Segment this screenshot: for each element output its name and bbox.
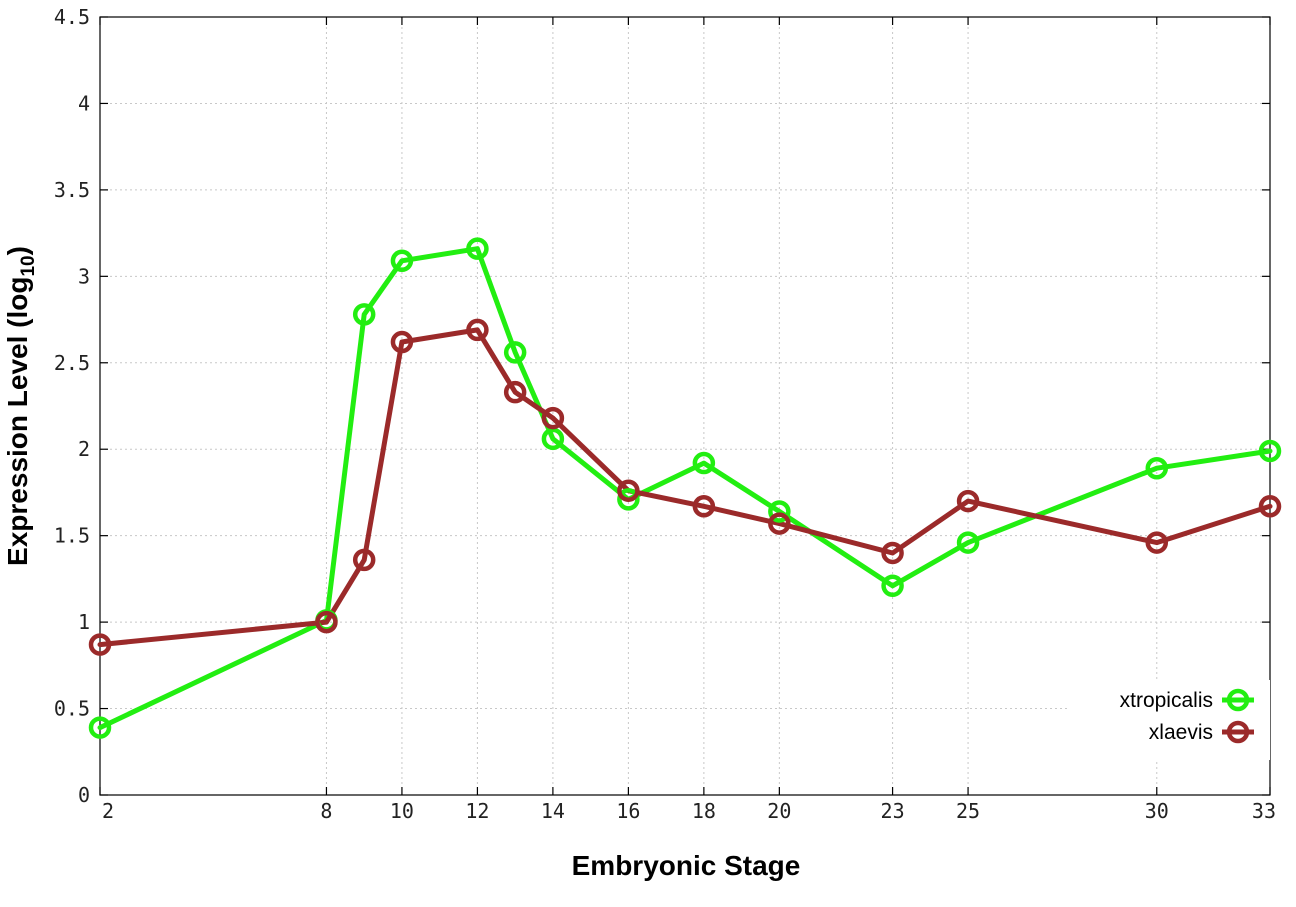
y-tick-label: 2 bbox=[78, 437, 90, 461]
x-tick-label: 16 bbox=[616, 799, 640, 823]
data-point-xtropicalis bbox=[1258, 439, 1282, 463]
data-point-xlaevis bbox=[1145, 531, 1169, 554]
data-point-xlaevis bbox=[466, 318, 489, 342]
data-point-xlaevis bbox=[617, 479, 640, 502]
legend-label-xlaevis: xlaevis bbox=[1149, 721, 1213, 744]
x-tick-label: 18 bbox=[692, 799, 716, 823]
grid-layer bbox=[100, 17, 1270, 795]
series-line-xlaevis bbox=[97, 327, 1273, 648]
data-point-xtropicalis bbox=[1145, 456, 1169, 480]
y-tick-label: 0 bbox=[78, 783, 90, 807]
data-point-xlaevis bbox=[541, 406, 565, 430]
data-point-xlaevis bbox=[315, 610, 338, 634]
data-point-xlaevis bbox=[692, 495, 716, 518]
y-tick-label: 0.5 bbox=[54, 697, 90, 721]
plot-frame bbox=[99, 16, 1271, 796]
y-axis-title: Expression Level (log10) bbox=[2, 246, 39, 566]
data-point-xlaevis bbox=[352, 548, 376, 572]
x-tick-label: 14 bbox=[541, 799, 565, 823]
y-tick-label: 4.5 bbox=[54, 5, 90, 29]
data-point-xlaevis bbox=[881, 541, 904, 565]
data-point-xtropicalis bbox=[88, 716, 112, 739]
data-point-xtropicalis bbox=[466, 237, 489, 260]
x-tick-label: 20 bbox=[767, 799, 791, 823]
legend-label-xtropicalis: xtropicalis bbox=[1120, 689, 1213, 712]
x-tick-label: 33 bbox=[1252, 799, 1276, 823]
y-axis-title-close: ) bbox=[2, 246, 33, 255]
data-point-xlaevis bbox=[768, 512, 791, 535]
y-tick-label: 3.5 bbox=[54, 178, 90, 202]
data-point-xlaevis bbox=[88, 633, 112, 656]
data-point-xtropicalis bbox=[352, 303, 376, 326]
tick-layer: 0 0.5 1 1.5 2 2.5 3 3.5 4 4.5 2 8 10 12 14 16 18 20 23 25 30… bbox=[54, 5, 1276, 823]
data-point-xtropicalis bbox=[692, 451, 716, 475]
data-point-xlaevis bbox=[503, 380, 527, 404]
legend: xtropicalis xlaevis bbox=[1070, 680, 1270, 760]
data-point-xlaevis bbox=[1258, 495, 1282, 518]
y-tick-label: 1 bbox=[78, 610, 90, 634]
y-axis-title-subscript: 10 bbox=[18, 255, 39, 276]
x-tick-label: 2 bbox=[102, 799, 114, 823]
x-tick-label: 25 bbox=[956, 799, 980, 823]
legend-swatch-marker-xlaevis bbox=[1226, 720, 1250, 744]
data-point-xtropicalis bbox=[390, 249, 414, 273]
data-point-xtropicalis bbox=[503, 341, 527, 364]
series-line-xtropicalis bbox=[97, 246, 1273, 731]
data-point-xtropicalis bbox=[881, 574, 904, 598]
data-point-xlaevis bbox=[956, 489, 980, 513]
data-point-xtropicalis bbox=[541, 427, 565, 451]
y-tick-label: 3 bbox=[78, 264, 90, 288]
data-point-xlaevis bbox=[390, 330, 414, 354]
y-tick-label: 1.5 bbox=[54, 524, 90, 548]
legend-swatch-marker-xtropicalis bbox=[1226, 688, 1250, 712]
data-point-xtropicalis bbox=[956, 531, 980, 554]
x-tick-label: 23 bbox=[881, 799, 905, 823]
y-tick-label: 4 bbox=[78, 91, 90, 115]
data-point-xtropicalis bbox=[768, 500, 791, 523]
y-axis-title-main: Expression Level (log bbox=[2, 277, 33, 566]
series-layer bbox=[88, 237, 1282, 739]
x-tick-label: 10 bbox=[390, 799, 414, 823]
x-tick-label: 8 bbox=[320, 799, 332, 823]
x-axis-title: Embryonic Stage bbox=[572, 850, 801, 881]
data-point-xtropicalis bbox=[617, 488, 640, 511]
y-tick-label: 2.5 bbox=[54, 351, 90, 375]
x-tick-label: 30 bbox=[1145, 799, 1169, 823]
x-tick-label: 12 bbox=[465, 799, 489, 823]
